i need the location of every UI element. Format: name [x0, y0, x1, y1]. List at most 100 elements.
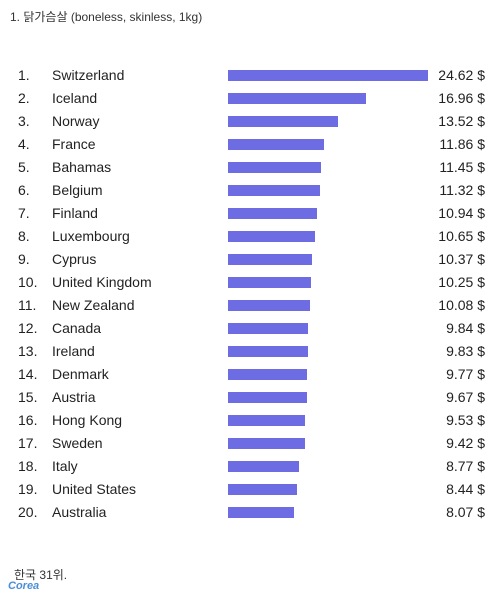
- value-label: 8.44 $: [446, 481, 485, 497]
- bar: [228, 254, 313, 265]
- rank-label: 4.: [18, 136, 30, 152]
- category-label: United States: [52, 481, 137, 497]
- rank-label: 19.: [18, 481, 38, 497]
- chart-row: 14. Denmark 9.77 $: [0, 363, 499, 386]
- chart-row: 6. Belgium 11.32 $: [0, 179, 499, 202]
- category-label: Bahamas: [52, 159, 112, 175]
- rank-label: 14.: [18, 366, 38, 382]
- rank-label: 6.: [18, 182, 30, 198]
- bar: [228, 438, 305, 449]
- category-label: Ireland: [52, 343, 95, 359]
- bar: [228, 93, 366, 104]
- watermark-logo: Corea: [8, 580, 40, 592]
- chart-row: 9. Cyprus 10.37 $: [0, 248, 499, 271]
- category-label: Finland: [52, 205, 98, 221]
- chart-row: 18. Italy 8.77 $: [0, 455, 499, 478]
- chart-row: 2. Iceland 16.96 $: [0, 87, 499, 110]
- category-label: New Zealand: [52, 297, 135, 313]
- bar: [228, 277, 312, 288]
- bar: [228, 208, 317, 219]
- category-label: Luxembourg: [52, 228, 130, 244]
- value-label: 10.08 $: [438, 297, 485, 313]
- category-label: Switzerland: [52, 67, 125, 83]
- rank-label: 3.: [18, 113, 30, 129]
- chart-row: 12. Canada 9.84 $: [0, 317, 499, 340]
- chart-row: 7. Finland 10.94 $: [0, 202, 499, 225]
- category-label: Hong Kong: [52, 412, 123, 428]
- bar: [228, 323, 308, 334]
- category-label: Austria: [52, 389, 96, 405]
- bar: [228, 484, 297, 495]
- rank-label: 10.: [18, 274, 38, 290]
- chart-row: 20. Australia 8.07 $: [0, 501, 499, 524]
- bar: [228, 139, 325, 150]
- category-label: Norway: [52, 113, 100, 129]
- bar: [228, 70, 428, 81]
- chart-row: 17. Sweden 9.42 $: [0, 432, 499, 455]
- chart-row: 13. Ireland 9.83 $: [0, 340, 499, 363]
- category-label: United Kingdom: [52, 274, 152, 290]
- value-label: 9.53 $: [446, 412, 485, 428]
- bar: [228, 300, 310, 311]
- chart-row: 3. Norway 13.52 $: [0, 110, 499, 133]
- category-label: Canada: [52, 320, 102, 336]
- value-label: 9.67 $: [446, 389, 485, 405]
- rank-label: 18.: [18, 458, 38, 474]
- chart-row: 4. France 11.86 $: [0, 133, 499, 156]
- chart-row: 1. Switzerland 24.62 $: [0, 64, 499, 87]
- chart-row: 11. New Zealand 10.08 $: [0, 294, 499, 317]
- bar: [228, 346, 308, 357]
- chart-row: 15. Austria 9.67 $: [0, 386, 499, 409]
- chart-row: 5. Bahamas 11.45 $: [0, 156, 499, 179]
- rank-label: 1.: [18, 67, 30, 83]
- rank-label: 16.: [18, 412, 38, 428]
- rank-label: 7.: [18, 205, 30, 221]
- chart-row: 19. United States 8.44 $: [0, 478, 499, 501]
- rank-label: 2.: [18, 90, 30, 106]
- value-label: 10.25 $: [438, 274, 485, 290]
- bar: [228, 231, 315, 242]
- rank-label: 9.: [18, 251, 30, 267]
- bar: [228, 415, 306, 426]
- footer-note: 한국 31위.: [14, 568, 68, 582]
- value-label: 10.65 $: [438, 228, 485, 244]
- value-label: 9.42 $: [446, 435, 485, 451]
- bar: [228, 369, 308, 380]
- category-label: France: [52, 136, 96, 152]
- rank-label: 15.: [18, 389, 38, 405]
- category-label: Italy: [52, 458, 78, 474]
- category-label: Cyprus: [52, 251, 97, 267]
- value-label: 10.37 $: [438, 251, 485, 267]
- category-label: Australia: [52, 504, 107, 520]
- rank-label: 13.: [18, 343, 38, 359]
- bar: [228, 392, 307, 403]
- value-label: 8.07 $: [446, 504, 485, 520]
- rank-label: 12.: [18, 320, 38, 336]
- value-label: 8.77 $: [446, 458, 485, 474]
- value-label: 9.77 $: [446, 366, 485, 382]
- category-label: Sweden: [52, 435, 103, 451]
- rank-label: 11.: [18, 297, 37, 313]
- bar: [228, 461, 300, 472]
- chart-row: 8. Luxembourg 10.65 $: [0, 225, 499, 248]
- bar: [228, 185, 320, 196]
- value-label: 11.32 $: [439, 182, 485, 198]
- chart-title: 1. 닭가슴살 (boneless, skinless, 1kg): [10, 10, 203, 24]
- bar: [228, 162, 321, 173]
- value-label: 9.83 $: [446, 343, 485, 359]
- value-label: 16.96 $: [438, 90, 485, 106]
- category-label: Iceland: [52, 90, 98, 106]
- rank-label: 5.: [18, 159, 30, 175]
- rank-label: 20.: [18, 504, 38, 520]
- value-label: 10.94 $: [438, 205, 485, 221]
- bar: [228, 116, 338, 127]
- value-label: 11.45 $: [439, 159, 485, 175]
- category-label: Denmark: [52, 366, 109, 382]
- value-label: 24.62 $: [438, 67, 485, 83]
- category-label: Belgium: [52, 182, 103, 198]
- chart-row: 10. United Kingdom 10.25 $: [0, 271, 499, 294]
- rank-label: 17.: [18, 435, 38, 451]
- value-label: 13.52 $: [438, 113, 485, 129]
- chart-row: 16. Hong Kong 9.53 $: [0, 409, 499, 432]
- bar: [228, 507, 294, 518]
